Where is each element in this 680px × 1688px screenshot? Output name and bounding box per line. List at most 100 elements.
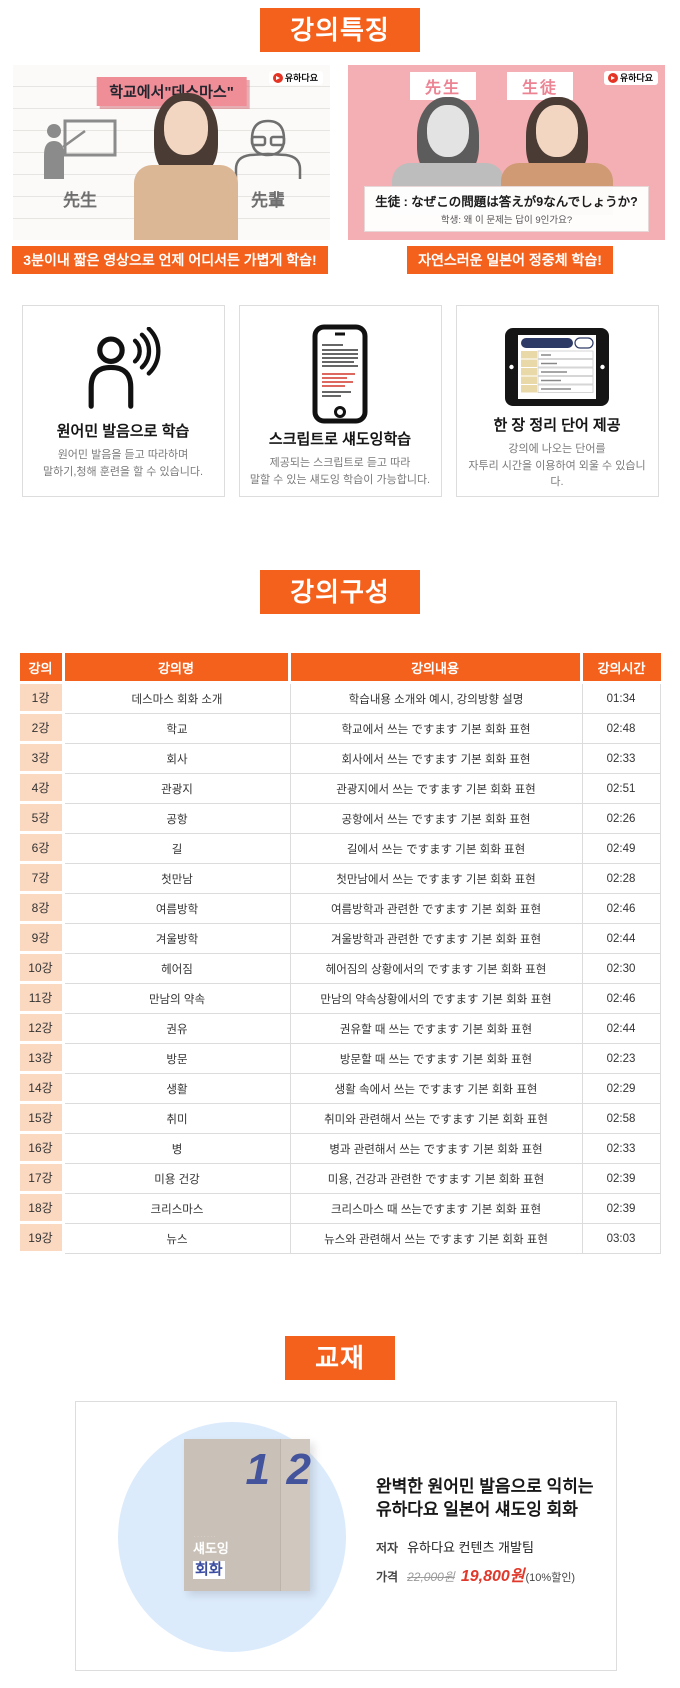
lecture-number-cell: 16강 <box>19 1134 65 1164</box>
lecture-title-cell: 만남의 약속 <box>64 984 291 1014</box>
teacher-pictogram: 先生 <box>41 117 119 211</box>
lecture-duration-cell: 02:28 <box>582 864 661 894</box>
feature-card-pronunciation: 원어민 발음으로 학습 원어민 발음을 듣고 따라하며 말하기,청해 훈련을 할… <box>21 305 225 497</box>
feature-card-shadowing: 스크립트로 섀도잉학습 제공되는 스크립트로 듣고 따라 말할 수 있는 섀도잉… <box>238 305 442 497</box>
lecture-number-cell: 6강 <box>19 834 65 864</box>
lecture-content-cell: 병과 관련해서 쓰는 ですます 기본 회화 표현 <box>290 1134 583 1164</box>
brand-logo-text: 유하다요 <box>619 72 653 83</box>
table-row: 11강 만남의 약속 만남의 약속상황에서의 ですます 기본 회화 표현 02:… <box>19 984 661 1014</box>
lecture-duration-cell: 02:58 <box>582 1104 661 1134</box>
lecture-content-cell: 여름방학과 관련한 ですます 기본 회화 표현 <box>290 894 583 924</box>
lecture-duration-cell: 02:33 <box>582 744 661 774</box>
lecture-duration-cell: 02:30 <box>582 954 661 984</box>
lecture-number-cell: 7강 <box>19 864 65 894</box>
lecture-number-cell: 5강 <box>19 804 65 834</box>
book-author-row: 저자 유하다요 컨텐츠 개발팀 <box>376 1537 594 1556</box>
lecture-table: 강의 강의명 강의내용 강의시간 1강 데스마스 회화 소개 학습내용 소개와 … <box>19 653 661 1254</box>
table-row: 17강 미용 건강 미용, 건강과 관련한 ですます 기본 회화 표현 02:3… <box>19 1164 661 1194</box>
subtitle-korean: 학생: 왜 이 문제는 답이 9인가요? <box>440 215 573 226</box>
lecture-duration-cell: 02:39 <box>582 1164 661 1194</box>
feature-title: 한 장 정리 단어 제공 <box>493 417 621 434</box>
lecture-title-cell: 길 <box>64 834 291 864</box>
table-row: 9강 겨울방학 겨울방학과 관련한 ですます 기본 회화 표현 02:44 <box>19 924 661 954</box>
table-row: 14강 생활 생활 속에서 쓰는 ですます 기본 회화 표현 02:29 <box>19 1074 661 1104</box>
lecture-duration-cell: 02:33 <box>582 1134 661 1164</box>
lecture-duration-cell: 02:39 <box>582 1194 661 1224</box>
book-cover-dots: ······· <box>194 1534 218 1539</box>
table-row: 16강 병 병과 관련해서 쓰는 ですます 기본 회화 표현 02:33 <box>19 1134 661 1164</box>
lecture-title-cell: 공항 <box>64 804 291 834</box>
table-row: 6강 길 길에서 쓰는 ですます 기본 회화 표현 02:49 <box>19 834 661 864</box>
brand-logo-text: 유하다요 <box>284 72 318 83</box>
video-thumbnail-dialogue: 先生 生徒 유하다요 生徒 : なぜこの問題は答えが9なんでしょうか? 학생: … <box>348 65 665 240</box>
table-row: 3강 회사 회사에서 쓰는 ですます 기본 회화 표현 02:33 <box>19 744 661 774</box>
lecture-content-cell: 권유할 때 쓰는 ですます 기본 회화 표현 <box>290 1014 583 1044</box>
lecture-title-cell: 헤어짐 <box>64 954 291 984</box>
book-volume-2: 2 <box>286 1445 311 1494</box>
lecture-duration-cell: 02:23 <box>582 1044 661 1074</box>
lecture-content-cell: 미용, 건강과 관련한 ですます 기본 회화 표현 <box>290 1164 583 1194</box>
speaking-person-icon <box>80 324 166 416</box>
lecture-title-cell: 관광지 <box>64 774 291 804</box>
feature-title: 스크립트로 섀도잉학습 <box>268 431 412 448</box>
lecture-content-cell: 길에서 쓰는 ですます 기본 회화 표현 <box>290 834 583 864</box>
lecture-number-cell: 1강 <box>19 684 65 714</box>
lecture-number-cell: 2강 <box>19 714 65 744</box>
feature-description: 제공되는 스크립트로 듣고 따라 말할 수 있는 섀도잉 학습이 가능합니다. <box>249 457 431 486</box>
lecture-title-cell: 여름방학 <box>64 894 291 924</box>
lecture-content-cell: 첫만남에서 쓰는 ですます 기본 회화 표현 <box>290 864 583 894</box>
author-value: 유하다요 컨텐츠 개발팀 <box>407 1539 534 1555</box>
brand-logo: 유하다요 <box>268 71 323 85</box>
lecture-content-cell: 공항에서 쓰는 ですます 기본 회화 표현 <box>290 804 583 834</box>
column-header-lecture: 강의 <box>19 653 65 684</box>
lecture-number-cell: 9강 <box>19 924 65 954</box>
teacher-board-icon <box>44 119 117 179</box>
section-title-textbook: 교재 <box>285 1336 395 1380</box>
subtitle-japanese: 生徒 : なぜこの問題は答えが9なんでしょうか? <box>375 195 638 209</box>
feature-title: 원어민 발음으로 학습 <box>56 423 190 440</box>
lecture-duration-cell: 02:44 <box>582 1014 661 1044</box>
feature-cards-row: 원어민 발음으로 학습 원어민 발음을 듣고 따라하며 말하기,청해 훈련을 할… <box>0 305 680 497</box>
feature-description: 원어민 발음을 듣고 따라하며 말하기,청해 훈련을 할 수 있습니다. <box>42 449 204 478</box>
feature-card-vocabulary: 한 장 정리 단어 제공 강의에 나오는 단어를 자투리 시간을 이용하여 외울… <box>455 305 659 497</box>
lecture-title-cell: 병 <box>64 1134 291 1164</box>
column-header-content: 강의내용 <box>290 653 583 684</box>
lecture-content-cell: 생활 속에서 쓰는 ですます 기본 회화 표현 <box>290 1074 583 1104</box>
lecture-content-cell: 겨울방학과 관련한 ですます 기본 회화 표현 <box>290 924 583 954</box>
subtitle-strip: 生徒 : なぜこの問題は答えが9なんでしょうか? 학생: 왜 이 문제는 답이 … <box>364 186 649 232</box>
author-label: 저자 <box>376 1540 399 1555</box>
section-title-features: 강의특징 <box>260 8 420 52</box>
table-body: 1강 데스마스 회화 소개 학습내용 소개와 예시, 강의방향 설명 01:34… <box>19 684 661 1254</box>
table-header-row: 강의 강의명 강의내용 강의시간 <box>19 653 661 684</box>
lecture-title-cell: 크리스마스 <box>64 1194 291 1224</box>
column-header-title: 강의명 <box>64 653 291 684</box>
lecture-duration-cell: 03:03 <box>582 1224 661 1254</box>
textbook-card: 1 2 ······· 섀도잉 회화 완벽한 원어민 발음으로 익히는 유하다요… <box>75 1401 617 1671</box>
lecture-title-cell: 학교 <box>64 714 291 744</box>
student-label-chip: 生徒 <box>506 72 573 100</box>
lecture-title-cell: 생활 <box>64 1074 291 1104</box>
lecture-duration-cell: 02:48 <box>582 714 661 744</box>
lecture-duration-cell: 01:34 <box>582 684 661 714</box>
book-volume-1: 1 <box>245 1445 270 1494</box>
lecture-number-cell: 10강 <box>19 954 65 984</box>
book-cover-image: 1 2 ······· 섀도잉 회화 <box>184 1439 311 1591</box>
lecture-content-cell: 취미와 관련해서 쓰는 ですます 기본 회화 표현 <box>290 1104 583 1134</box>
lecture-number-cell: 11강 <box>19 984 65 1014</box>
lecture-title-cell: 뉴스 <box>64 1224 291 1254</box>
lecture-number-cell: 13강 <box>19 1044 65 1074</box>
book-cover-title-line1: 섀도잉 <box>193 1541 229 1556</box>
table-row: 2강 학교 학교에서 쓰는 ですます 기본 회화 표현 02:48 <box>19 714 661 744</box>
lecture-number-cell: 8강 <box>19 894 65 924</box>
table-row: 7강 첫만남 첫만남에서 쓰는 ですます 기본 회화 표현 02:28 <box>19 864 661 894</box>
feature-description: 강의에 나오는 단어를 자투리 시간을 이용하여 외울 수 있습니다. <box>468 443 646 488</box>
lecture-duration-cell: 02:49 <box>582 834 661 864</box>
section-title-curriculum: 강의구성 <box>260 570 420 614</box>
lecture-title-cell: 첫만남 <box>64 864 291 894</box>
video-thumbnail-classroom: 학교에서"데스마스" 유하다요 先生 先輩 <box>13 65 330 240</box>
book-cover-title-line2: 회화 <box>193 1561 225 1579</box>
senior-person-icon <box>234 119 302 179</box>
caption-left: 3분이내 짧은 영상으로 언제 어디서든 가볍게 학습! <box>12 246 328 274</box>
price-discounted: 19,800원 <box>460 1567 525 1585</box>
lecture-content-cell: 크리스마스 때 쓰는ですます 기본 회화 표현 <box>290 1194 583 1224</box>
